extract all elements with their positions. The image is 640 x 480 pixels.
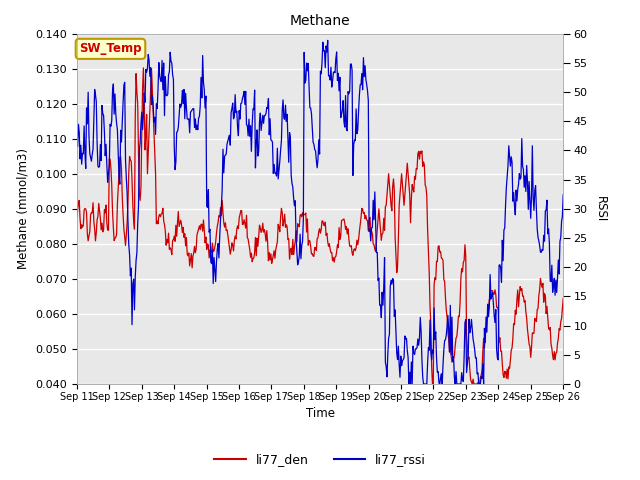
X-axis label: Time: Time xyxy=(305,407,335,420)
Y-axis label: RSSI: RSSI xyxy=(594,196,607,222)
Legend: li77_den, li77_rssi: li77_den, li77_rssi xyxy=(209,448,431,471)
Title: Methane: Methane xyxy=(290,14,350,28)
Text: SW_Temp: SW_Temp xyxy=(79,42,141,55)
Y-axis label: Methane (mmol/m3): Methane (mmol/m3) xyxy=(17,148,30,269)
